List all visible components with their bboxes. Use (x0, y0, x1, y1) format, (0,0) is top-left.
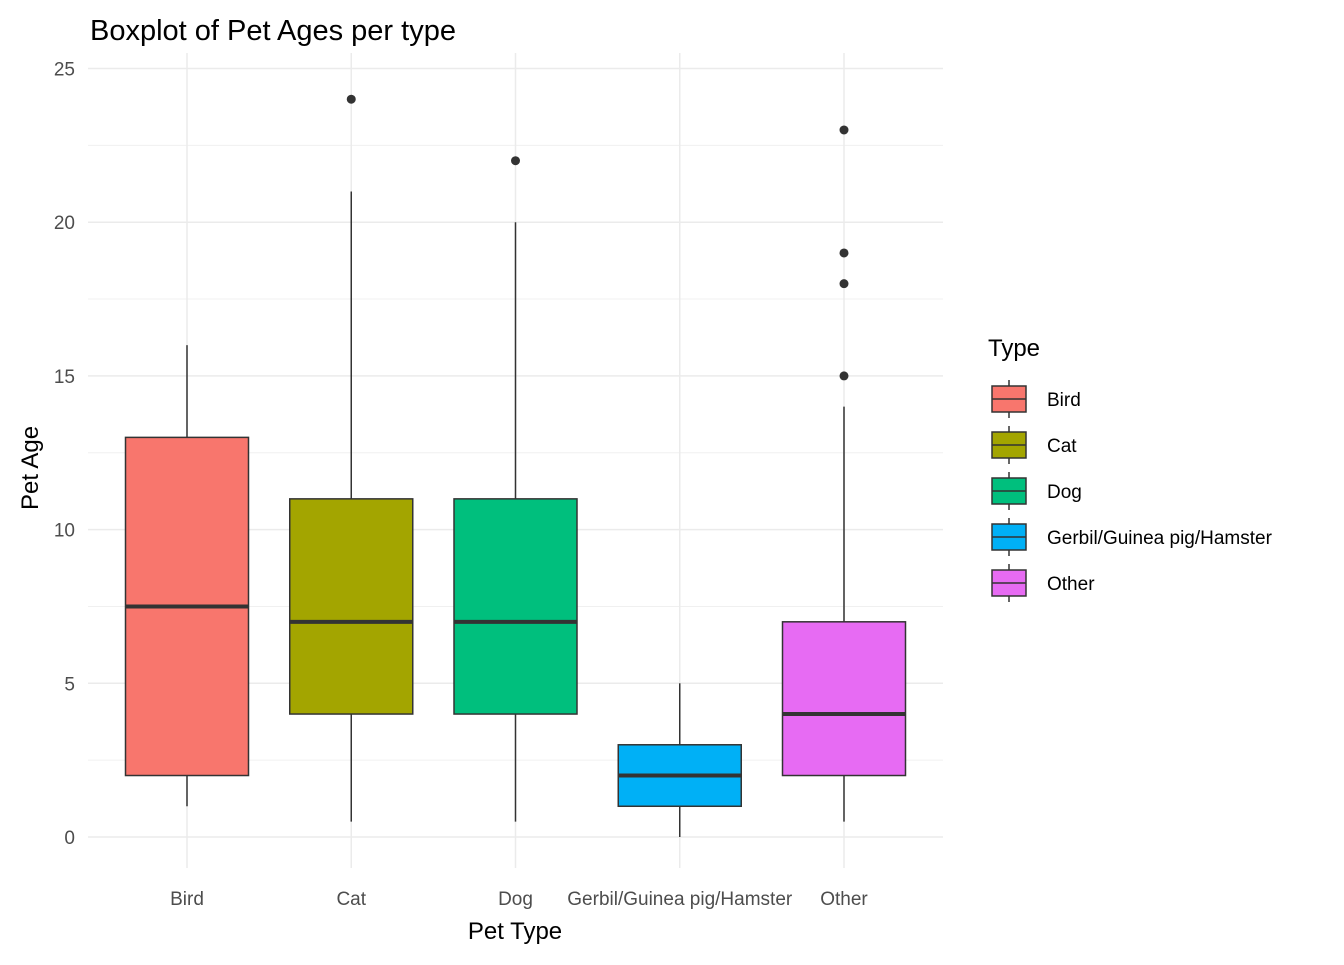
x-tick-label: Dog (498, 889, 533, 910)
y-tick-label: 10 (54, 521, 75, 542)
legend-item: Dog (991, 472, 1082, 510)
box-group (453, 156, 578, 822)
legend-item: Cat (991, 426, 1077, 464)
outlier-point (839, 371, 849, 381)
axes: 0 5 10 15 20 25 Bird Cat Dog Gerbil/Guinea pig/Ha… (54, 60, 869, 911)
box-body (453, 498, 578, 715)
legend-label: Bird (1047, 390, 1081, 411)
x-tick-label: Gerbil/Guinea pig/Hamster (567, 889, 793, 910)
legend-item: Bird (991, 380, 1081, 418)
y-tick-label: 15 (54, 367, 75, 388)
box-group (289, 94, 414, 822)
outlier-point (346, 94, 356, 104)
legend: Bird Cat Dog Gerbil/Guinea pig/Hamster Other (991, 380, 1273, 602)
y-tick-label: 0 (64, 828, 75, 849)
legend-item: Other (991, 564, 1095, 602)
box-body (781, 621, 907, 777)
legend-label: Gerbil/Guinea pig/Hamster (1047, 528, 1273, 549)
box-group (124, 345, 250, 807)
box-body (289, 498, 414, 715)
y-axis-title: Pet Age (17, 426, 44, 510)
box-group (617, 683, 742, 837)
outlier-point (839, 279, 849, 289)
legend-title: Type (988, 335, 1040, 362)
y-tick-label: 5 (64, 674, 75, 695)
outlier-point (511, 156, 520, 166)
outlier-point (839, 248, 849, 258)
legend-label: Cat (1047, 436, 1077, 457)
outlier-point (839, 125, 849, 135)
x-tick-label: Cat (336, 889, 366, 910)
chart-title: Boxplot of Pet Ages per type (90, 15, 456, 47)
x-tick-label: Other (820, 889, 868, 910)
x-tick-label: Bird (170, 889, 204, 910)
boxes (124, 94, 907, 837)
y-tick-label: 20 (54, 213, 75, 234)
y-tick-label: 25 (54, 60, 75, 81)
legend-label: Other (1047, 574, 1095, 595)
box-group (781, 125, 907, 822)
legend-item: Gerbil/Guinea pig/Hamster (991, 518, 1273, 556)
x-axis-title: Pet Type (468, 918, 562, 945)
legend-label: Dog (1047, 482, 1082, 503)
